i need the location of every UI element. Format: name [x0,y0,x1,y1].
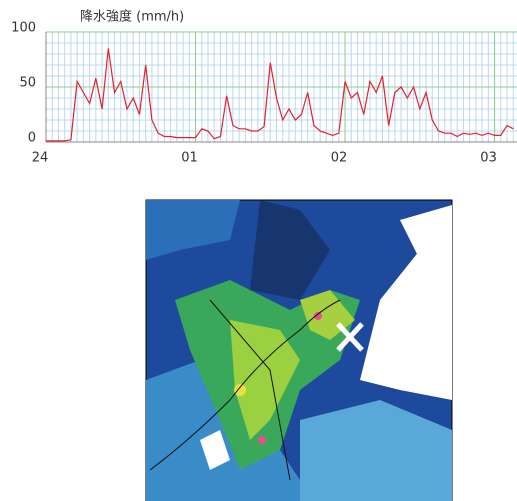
x-tick-label: 01 [181,151,198,166]
rain-area [258,436,266,444]
rain-area [230,320,300,440]
x-tick-label: 24 [32,151,49,166]
data-line [46,48,514,142]
chart-title: 降水強度 (mm/h) [80,9,184,25]
rain-area [146,360,300,501]
no-rain-area [200,430,230,470]
coastline [209,299,291,481]
no-rain-area [360,240,452,400]
y-tick-label: 100 [11,21,36,36]
y-tick-label: 50 [19,76,36,91]
x-tick-label: 02 [331,151,348,166]
x-tick-label: 03 [480,151,497,166]
rain-area [234,384,246,396]
rain-area [250,200,330,300]
rain-area [300,400,452,501]
radar-image [145,199,453,501]
chart: 0 50 100 24 01 02 03 [11,21,517,166]
coastline [149,299,341,471]
location-marker [336,322,364,352]
rain-area [314,312,322,320]
y-tick-label: 0 [28,131,36,146]
no-rain-area [400,205,452,260]
rain-area [146,200,240,260]
